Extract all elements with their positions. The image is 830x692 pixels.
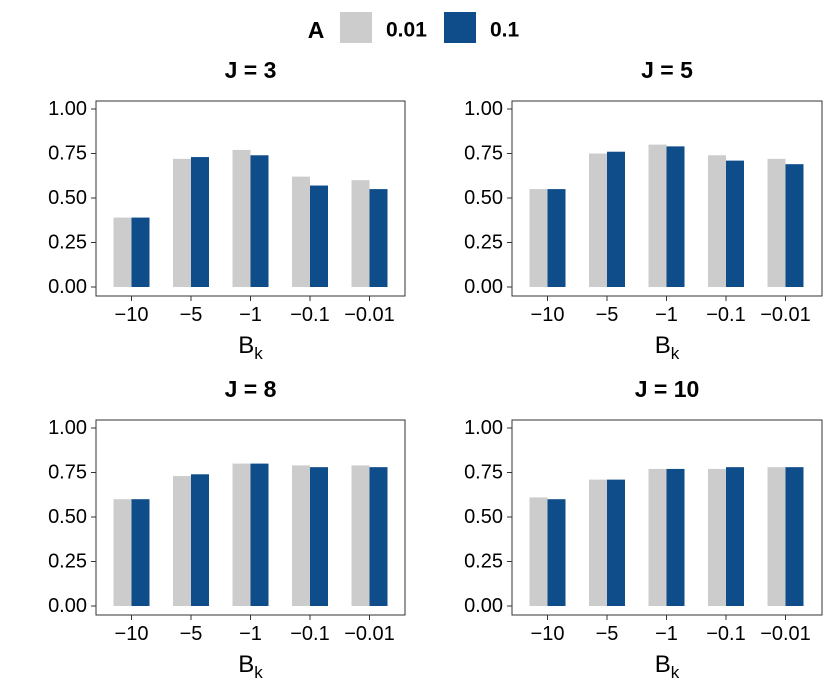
x-tick-label: −10 xyxy=(531,304,565,326)
y-tick-label: 0.50 xyxy=(464,187,503,209)
y-tick-label: 0.25 xyxy=(48,551,87,573)
y-tick-label: 0.75 xyxy=(48,143,87,165)
y-tick-label: 0.25 xyxy=(48,232,87,254)
panel-title: J = 5 xyxy=(641,57,693,83)
legend-swatch-1 xyxy=(444,12,476,43)
bar xyxy=(607,479,625,606)
y-tick-label: 1.00 xyxy=(48,417,87,439)
y-tick-label: 0.75 xyxy=(464,462,503,484)
bar xyxy=(666,146,685,287)
bar xyxy=(589,153,607,287)
bar xyxy=(131,217,150,287)
bar xyxy=(351,465,370,606)
chart-panel: J = 3 0.00 0.25 0.50 0.75 1.00 −10 −5 −1 −0.1 −0.0… xyxy=(48,57,406,363)
x-tick-label: −10 xyxy=(115,304,149,326)
x-axis-label: Bk xyxy=(238,651,263,682)
y-tick-label: 0.75 xyxy=(48,462,87,484)
bar xyxy=(767,467,786,606)
y-tick-label: 0.00 xyxy=(464,595,503,617)
chart-panel: J = 8 0.00 0.25 0.50 0.75 1.00 −10 −5 −1 −0.1 −0.0… xyxy=(48,376,406,682)
bar xyxy=(529,189,548,287)
bar xyxy=(369,467,388,606)
x-axis-label: Bk xyxy=(238,332,263,363)
y-tick-label: 0.00 xyxy=(48,595,87,617)
bar xyxy=(529,497,548,606)
bar xyxy=(708,468,726,606)
legend: A 0.01 0.1 xyxy=(308,12,520,43)
bar xyxy=(648,468,667,606)
legend-label-0: 0.01 xyxy=(386,19,427,42)
x-tick-label: −1 xyxy=(239,623,262,645)
bar xyxy=(666,468,685,606)
bar xyxy=(310,185,328,287)
bar xyxy=(232,149,251,287)
bar xyxy=(726,160,744,287)
bar xyxy=(351,180,370,287)
y-tick-label: 0.25 xyxy=(464,232,503,254)
bar xyxy=(369,189,388,287)
bar xyxy=(767,158,786,287)
x-tick-label: −1 xyxy=(655,623,678,645)
y-tick-label: 1.00 xyxy=(464,417,503,439)
bar xyxy=(113,499,132,606)
panel-title: J = 3 xyxy=(225,57,277,83)
x-tick-label: −10 xyxy=(115,623,149,645)
x-tick-label: −0.01 xyxy=(760,304,811,326)
x-tick-label: −0.1 xyxy=(290,623,329,645)
legend-label-1: 0.1 xyxy=(490,19,520,42)
y-tick-label: 0.75 xyxy=(464,143,503,165)
x-tick-label: −1 xyxy=(239,304,262,326)
x-axis-label: Bk xyxy=(655,651,680,682)
y-tick-label: 0.50 xyxy=(48,506,87,528)
bar xyxy=(292,176,310,287)
bar xyxy=(173,158,191,287)
bar xyxy=(191,157,209,287)
bar xyxy=(547,189,566,287)
x-axis-label: Bk xyxy=(655,332,680,363)
bar xyxy=(232,463,251,606)
bar xyxy=(785,164,804,287)
y-tick-label: 0.50 xyxy=(464,506,503,528)
bar xyxy=(547,499,566,606)
bar xyxy=(648,144,667,287)
y-tick-label: 1.00 xyxy=(464,98,503,120)
y-tick-label: 0.00 xyxy=(464,276,503,298)
x-tick-label: −0.01 xyxy=(760,623,811,645)
x-tick-label: −10 xyxy=(531,623,565,645)
panel-title: J = 8 xyxy=(225,376,277,402)
panel-title: J = 10 xyxy=(635,376,700,402)
x-tick-label: −0.01 xyxy=(344,304,395,326)
x-tick-label: −5 xyxy=(596,304,619,326)
x-tick-label: −1 xyxy=(655,304,678,326)
x-tick-label: −0.01 xyxy=(344,623,395,645)
y-tick-label: 0.25 xyxy=(464,551,503,573)
legend-swatch-0 xyxy=(340,12,372,43)
x-tick-label: −5 xyxy=(180,304,203,326)
bar xyxy=(113,217,132,287)
y-tick-label: 1.00 xyxy=(48,98,87,120)
bar xyxy=(191,474,209,606)
bar xyxy=(607,151,625,287)
chart-panel: J = 10 0.00 0.25 0.50 0.75 1.00 −10 −5 −1 −0.1 −0.… xyxy=(464,376,823,682)
bar xyxy=(250,463,269,606)
x-tick-label: −0.1 xyxy=(706,623,745,645)
chart-panel: J = 5 0.00 0.25 0.50 0.75 1.00 −10 −5 −1 −0.1 −0.0… xyxy=(464,57,823,363)
bar xyxy=(131,499,150,606)
bar xyxy=(589,479,607,606)
legend-title: A xyxy=(308,17,325,43)
bar xyxy=(173,476,191,606)
bar xyxy=(292,465,310,606)
bar xyxy=(726,467,744,606)
x-tick-label: −0.1 xyxy=(290,304,329,326)
x-tick-label: −0.1 xyxy=(706,304,745,326)
y-tick-label: 0.00 xyxy=(48,276,87,298)
bar xyxy=(310,467,328,606)
x-tick-label: −5 xyxy=(596,623,619,645)
bar xyxy=(785,467,804,606)
bar xyxy=(708,155,726,287)
x-tick-label: −5 xyxy=(180,623,203,645)
bar xyxy=(250,155,269,287)
y-tick-label: 0.50 xyxy=(48,187,87,209)
